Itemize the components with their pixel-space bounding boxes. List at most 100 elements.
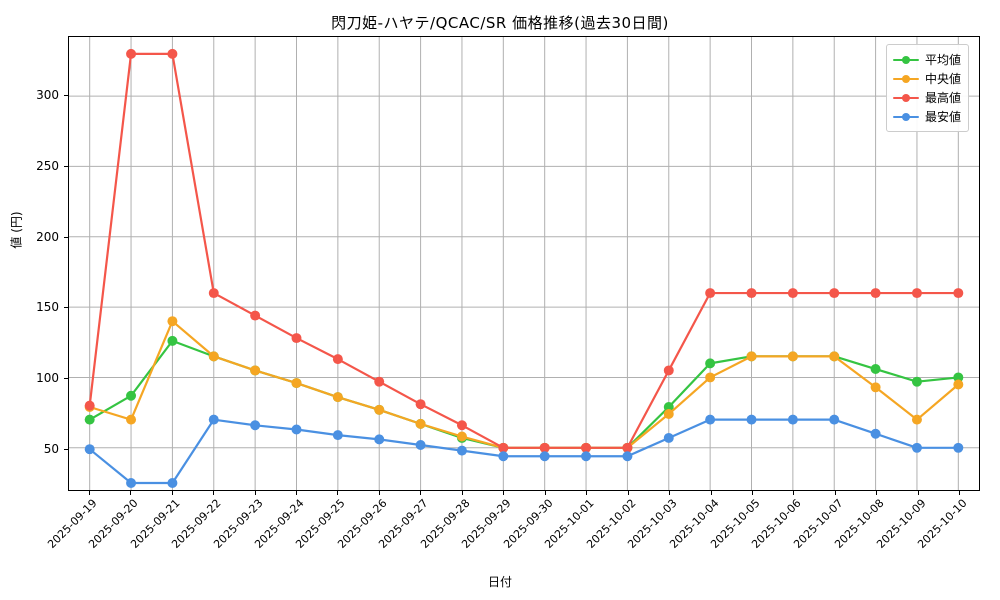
- x-tick-mark: [88, 491, 90, 495]
- y-tick-mark: [64, 236, 68, 238]
- data-point: [581, 451, 592, 462]
- y-tick-mark: [64, 448, 68, 450]
- data-point: [705, 358, 716, 369]
- x-tick-mark: [876, 491, 878, 495]
- data-point: [167, 335, 178, 346]
- x-tick-mark: [420, 491, 422, 495]
- data-point: [167, 477, 178, 488]
- legend-item-1[interactable]: 平均値: [893, 50, 961, 69]
- x-tick-mark: [710, 491, 712, 495]
- data-point: [911, 414, 922, 425]
- data-point: [746, 351, 757, 362]
- data-point: [332, 392, 343, 403]
- data-point: [250, 310, 261, 321]
- data-point: [167, 316, 178, 327]
- series-line: [90, 321, 959, 448]
- series-2: [84, 316, 964, 453]
- data-point: [456, 420, 467, 431]
- x-tick-mark: [669, 491, 671, 495]
- x-tick-mark: [586, 491, 588, 495]
- data-point: [250, 365, 261, 376]
- plot-area: [68, 36, 980, 491]
- x-tick-mark: [627, 491, 629, 495]
- y-tick-mark: [64, 166, 68, 167]
- data-point: [291, 333, 302, 344]
- data-point: [456, 445, 467, 456]
- data-point: [705, 372, 716, 383]
- data-point: [911, 442, 922, 453]
- data-point: [787, 414, 798, 425]
- x-tick-mark: [793, 491, 795, 495]
- data-point: [126, 477, 137, 488]
- plot-svg: [69, 37, 979, 490]
- legend-item-2[interactable]: 中央値: [893, 69, 961, 88]
- legend-label: 平均値: [925, 52, 962, 67]
- data-point: [415, 440, 426, 450]
- data-point: [581, 442, 592, 453]
- series-line: [90, 420, 959, 483]
- data-point: [663, 409, 674, 420]
- data-point: [829, 351, 840, 362]
- gridlines: [69, 37, 979, 490]
- y-axis-label: 値 (円): [9, 211, 24, 249]
- data-point: [746, 414, 757, 425]
- x-tick-mark: [378, 491, 380, 495]
- data-point: [84, 414, 95, 425]
- data-point: [870, 382, 881, 393]
- series-4: [84, 414, 964, 488]
- data-point: [705, 288, 716, 299]
- legend-item-3[interactable]: 最高値: [893, 88, 961, 107]
- data-point: [374, 404, 385, 415]
- data-point: [208, 414, 219, 425]
- x-tick-mark: [296, 491, 297, 495]
- y-tick-mark: [64, 95, 68, 97]
- x-tick-mark: [752, 491, 753, 495]
- y-tick-mark: [64, 377, 68, 379]
- data-point: [911, 376, 922, 387]
- x-tick-mark: [503, 491, 505, 495]
- y-tick-label: 250: [36, 159, 59, 173]
- data-point: [705, 414, 716, 425]
- legend-swatch-icon: [893, 111, 919, 123]
- legend-label: 最高値: [925, 90, 962, 105]
- x-tick-mark: [337, 491, 339, 495]
- data-point: [456, 431, 467, 442]
- x-tick-mark: [917, 491, 919, 495]
- data-point: [374, 434, 385, 445]
- data-point: [829, 414, 840, 425]
- x-tick-mark: [171, 491, 173, 495]
- data-point: [167, 48, 178, 59]
- data-point: [126, 390, 137, 401]
- data-point: [787, 351, 798, 362]
- x-tick-mark: [213, 491, 215, 495]
- data-point: [953, 442, 964, 453]
- x-tick-mark: [254, 491, 256, 495]
- data-point: [953, 288, 964, 299]
- x-tick-mark: [130, 491, 132, 495]
- x-axis-label: 日付: [487, 575, 512, 589]
- data-point: [953, 372, 964, 383]
- chart-title: 閃刀姫-ハヤテ/QCAC/SR 価格推移(過去30日間): [331, 14, 669, 32]
- y-tick-label: 100: [36, 370, 59, 385]
- data-point: [84, 400, 95, 411]
- y-tick-label: 150: [36, 300, 59, 315]
- data-point: [374, 376, 385, 387]
- data-point: [870, 428, 881, 439]
- data-point: [787, 288, 798, 299]
- legend-swatch-icon: [893, 92, 919, 104]
- data-point: [332, 354, 343, 365]
- data-point: [870, 364, 881, 374]
- series-3: [84, 48, 964, 453]
- y-tick-label: 200: [36, 229, 59, 244]
- data-point: [332, 430, 343, 441]
- data-point: [829, 288, 840, 299]
- data-point: [663, 432, 674, 443]
- data-point: [498, 442, 509, 453]
- data-point: [953, 379, 964, 390]
- data-point: [746, 288, 757, 299]
- data-point: [870, 288, 881, 299]
- legend-item-4[interactable]: 最安値: [893, 107, 961, 126]
- data-point: [539, 451, 550, 462]
- data-point: [622, 442, 633, 453]
- legend-label: 中央値: [925, 71, 962, 86]
